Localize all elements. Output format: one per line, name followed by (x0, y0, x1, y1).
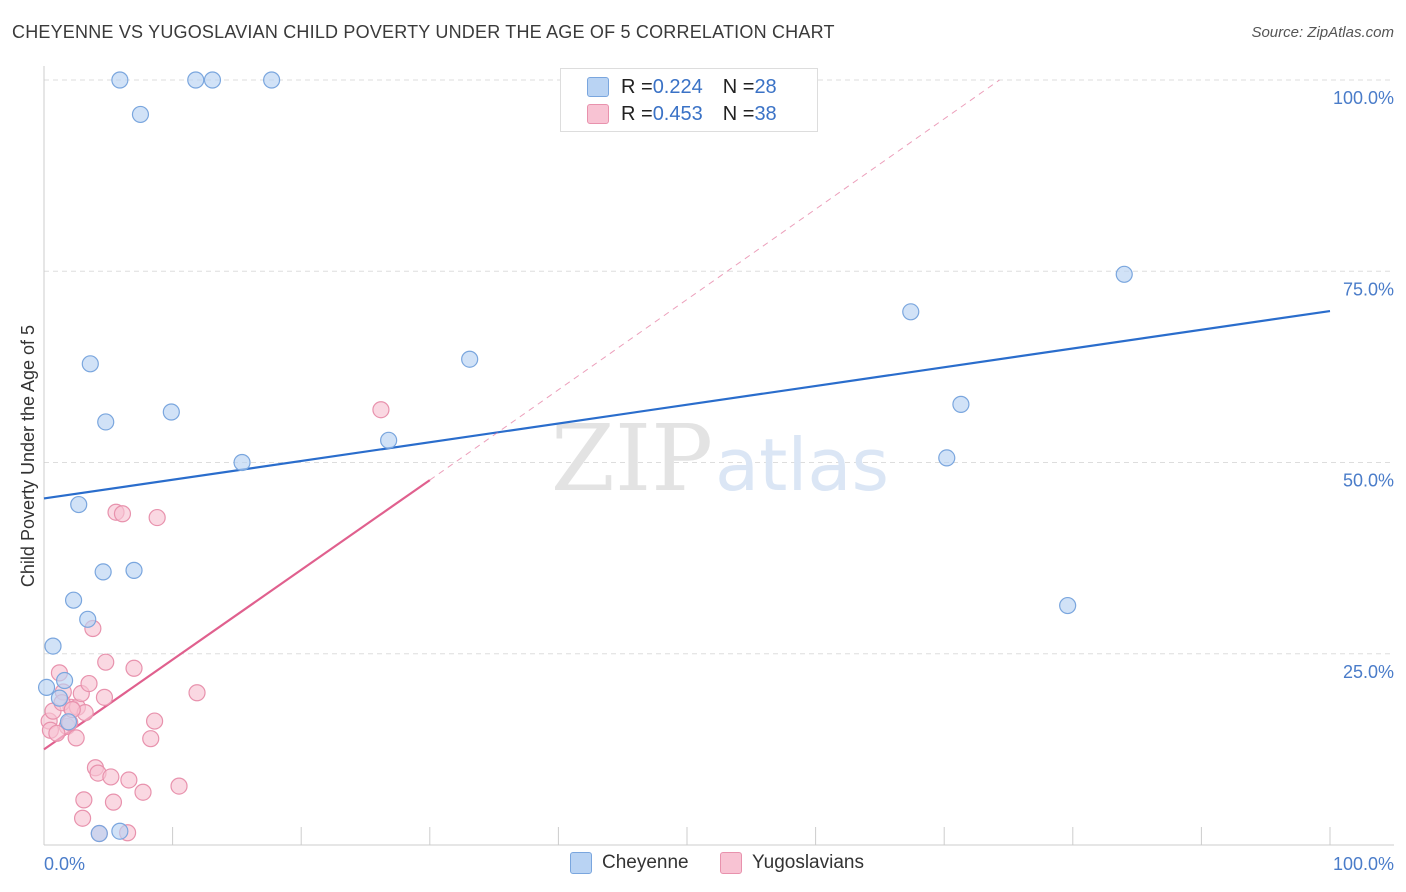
data-point-cheyenne (55, 671, 74, 690)
data-point-cheyenne (50, 689, 69, 707)
data-point-cheyenne (111, 822, 129, 840)
r-value: 0.453 (652, 102, 703, 125)
data-point-cheyenne (37, 678, 56, 697)
data-point-cheyenne (233, 453, 251, 472)
data-point-cheyenne (81, 355, 99, 373)
legend-label: Cheyenne (602, 852, 689, 873)
watermark: ZIP atlas (551, 405, 889, 512)
y-tick-label: 50.0% (1343, 471, 1394, 491)
data-point-yugoslavians (104, 793, 123, 811)
data-point-yugoslavians (125, 659, 143, 677)
data-point-cheyenne (64, 591, 83, 609)
y-tick-labels: 100.0% 75.0% 50.0% 25.0% (1333, 88, 1394, 682)
gridlines (44, 79, 1394, 655)
data-point-yugoslavians (48, 724, 66, 742)
trend-line-cheyenne (43, 309, 1331, 500)
data-point-yugoslavians (80, 674, 98, 693)
data-points (37, 71, 1133, 843)
n-label: N = (722, 102, 755, 125)
data-point-cheyenne (187, 71, 205, 89)
r-label: R = (621, 102, 653, 125)
stats-row-cheyenne: R = 0.224 N = 28 (587, 75, 777, 99)
data-point-cheyenne (162, 403, 180, 421)
y-axis-label: Child Poverty Under the Age of 5 (18, 325, 38, 587)
data-point-cheyenne (59, 713, 78, 731)
data-point-yugoslavians (113, 505, 132, 523)
data-point-yugoslavians (97, 653, 115, 671)
data-point-yugoslavians (95, 688, 114, 706)
r-label: R = (621, 75, 653, 98)
legend-item-yugoslavians[interactable]: Yugoslavians (720, 852, 864, 874)
n-value: 28 (754, 75, 777, 98)
data-point-cheyenne (79, 610, 97, 628)
stats-legend: R = 0.224 N = 28 R = 0.453 N = 38 (560, 68, 818, 132)
data-point-yugoslavians (75, 791, 93, 809)
data-point-yugoslavians (142, 730, 160, 748)
chart-title: CHEYENNE VS YUGOSLAVIAN CHILD POVERTY UN… (12, 22, 835, 42)
data-point-yugoslavians (372, 401, 390, 419)
data-point-yugoslavians (145, 712, 164, 730)
x-tick-label: 0.0% (44, 854, 85, 874)
data-point-cheyenne (902, 303, 920, 321)
legend-label: Yugoslavians (752, 852, 864, 873)
data-point-cheyenne (125, 561, 143, 579)
data-point-cheyenne (1115, 265, 1133, 283)
legend-item-cheyenne[interactable]: Cheyenne (570, 852, 689, 874)
trend-line-yugoslavians (43, 479, 431, 751)
data-point-cheyenne (111, 71, 129, 89)
data-point-cheyenne (90, 824, 108, 843)
data-point-yugoslavians (67, 729, 85, 747)
cheyenne-swatch (587, 77, 609, 97)
y-tick-label: 75.0% (1343, 279, 1394, 299)
data-point-cheyenne (131, 105, 150, 124)
data-point-yugoslavians (170, 777, 188, 795)
yugoslavians-swatch (720, 852, 742, 874)
trend-line-extension (429, 79, 1000, 481)
data-point-yugoslavians (73, 809, 92, 827)
x-tick-label: 100.0% (1333, 854, 1394, 874)
data-point-cheyenne (203, 71, 222, 89)
data-point-cheyenne (380, 431, 398, 449)
n-label: N = (722, 75, 755, 98)
data-point-yugoslavians (102, 768, 120, 786)
cheyenne-swatch (570, 852, 592, 874)
data-point-cheyenne (97, 413, 115, 431)
y-tick-label: 100.0% (1333, 88, 1394, 108)
r-value: 0.224 (652, 75, 703, 98)
data-point-cheyenne (94, 563, 112, 581)
watermark-zip: ZIP (551, 405, 713, 512)
series-legend: Cheyenne Yugoslavians (0, 852, 1406, 878)
x-tick-labels: 0.0% 100.0% (44, 854, 1394, 874)
y-tick-label: 25.0% (1343, 662, 1394, 682)
data-point-yugoslavians (188, 684, 206, 702)
stats-row-yugoslavians: R = 0.453 N = 38 (587, 102, 777, 126)
data-point-yugoslavians (120, 771, 138, 789)
data-point-cheyenne (70, 495, 88, 514)
data-point-cheyenne (461, 350, 479, 368)
yugoslavians-swatch (587, 104, 609, 124)
chart-source: Source: ZipAtlas.com (1251, 24, 1394, 41)
data-point-yugoslavians (134, 783, 152, 801)
data-point-cheyenne (1059, 596, 1077, 615)
data-point-cheyenne (938, 449, 956, 467)
n-value: 38 (754, 102, 777, 125)
data-point-cheyenne (952, 395, 970, 413)
data-point-yugoslavians (148, 508, 166, 527)
data-point-cheyenne (44, 637, 62, 655)
data-point-cheyenne (263, 71, 281, 89)
watermark-atlas: atlas (715, 423, 889, 507)
